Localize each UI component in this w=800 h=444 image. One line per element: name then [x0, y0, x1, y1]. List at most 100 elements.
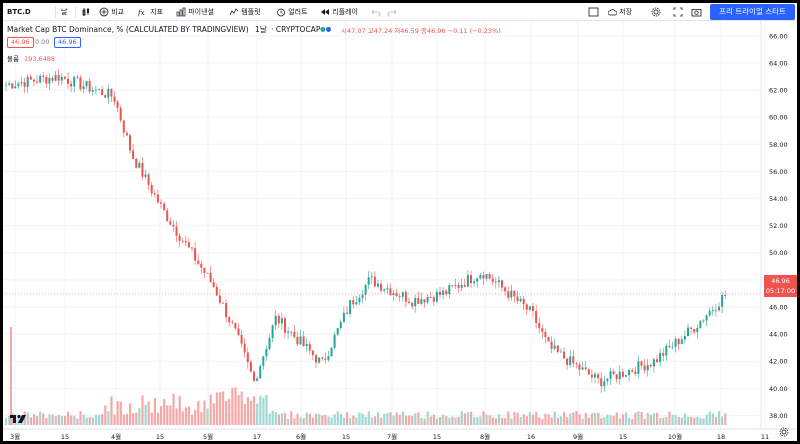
- volume-bar: [256, 403, 259, 425]
- volume-bar: [206, 408, 209, 425]
- volume-bar: [107, 411, 110, 425]
- volume-bar: [711, 413, 714, 425]
- volume-bar: [392, 415, 395, 425]
- candle-body: [91, 89, 94, 92]
- interval-button[interactable]: 날: [61, 8, 68, 16]
- candle-body: [125, 132, 128, 136]
- time-label: 17: [253, 433, 261, 441]
- candle-body: [680, 339, 683, 345]
- candle-body: [20, 82, 23, 84]
- candle-body: [122, 120, 125, 133]
- fullscreen-button[interactable]: [673, 5, 683, 19]
- volume-bar: [590, 413, 594, 425]
- candle-body: [649, 364, 652, 367]
- symbol-search[interactable]: BTC.D: [7, 8, 31, 16]
- candle-body: [5, 84, 7, 86]
- candle-body: [721, 295, 724, 307]
- candle-body: [652, 359, 655, 367]
- candle-body: [457, 285, 460, 288]
- replay-button[interactable]: 리플레이: [320, 5, 358, 19]
- divider: [55, 6, 56, 18]
- candle-body: [479, 275, 482, 279]
- indicators-label: 지표: [150, 8, 164, 16]
- save-button[interactable]: 저장: [607, 5, 632, 19]
- layout-button[interactable]: [588, 5, 599, 19]
- candle-body: [200, 263, 203, 268]
- volume-bar: [417, 412, 420, 425]
- candle-body: [606, 378, 609, 382]
- candle-body: [659, 353, 662, 362]
- candle-body: [609, 371, 612, 379]
- volume-bar: [88, 417, 91, 425]
- volume-bar: [119, 401, 122, 425]
- bid-price[interactable]: 46.96: [7, 37, 34, 48]
- axis-settings-icon[interactable]: [779, 427, 789, 437]
- volume-bar: [36, 416, 39, 425]
- volume-bar: [284, 413, 287, 425]
- redo-button[interactable]: [387, 5, 397, 19]
- candle-body: [45, 76, 48, 84]
- bar-style-button[interactable]: [81, 5, 91, 19]
- alert-button[interactable]: 얼러트: [276, 5, 308, 19]
- candle-body: [181, 240, 184, 242]
- candle-body: [417, 297, 420, 304]
- volume-bar: [656, 412, 659, 425]
- volume-bar: [674, 414, 677, 425]
- candle-body: [336, 328, 339, 335]
- undo-button[interactable]: [371, 5, 381, 19]
- volume-bar: [346, 412, 349, 425]
- time-axis[interactable]: 3월 15 4월 15 5월 17 6월 15 7월 15 8월 16 9월 15 10월 18 11: [10, 432, 769, 441]
- price-chart[interactable]: 66.00 64.00 62.00 60.00 58.00 56.00 54.00 52.00…: [3, 21, 797, 441]
- volume-bar: [525, 416, 528, 425]
- volume-bar: [628, 417, 631, 425]
- templates-button[interactable]: 템플릿: [229, 5, 261, 19]
- alarm-clock-icon: [277, 8, 285, 17]
- volume-bar: [584, 412, 587, 425]
- volume-bar: [246, 397, 249, 425]
- free-trial-button[interactable]: 프리 트라이얼 스타트: [710, 4, 795, 20]
- candle-body: [225, 303, 228, 318]
- candle-body: [389, 288, 392, 296]
- time-label: 15: [342, 433, 350, 441]
- volume-bar: [125, 413, 129, 425]
- volume-bar: [17, 417, 20, 425]
- price-label: 58.00: [769, 141, 788, 149]
- candle-body: [116, 101, 119, 108]
- redo-icon: [387, 9, 397, 17]
- volume-bar: [10, 327, 12, 425]
- volume-bar: [559, 416, 563, 425]
- candle-body: [587, 369, 590, 375]
- candle-body: [144, 174, 147, 177]
- candle-body: [584, 367, 587, 370]
- snapshot-button[interactable]: [691, 5, 702, 19]
- candle-body: [541, 328, 544, 332]
- volume-bar: [85, 417, 88, 425]
- volume-bar: [113, 414, 116, 425]
- price-axis[interactable]: 66.00 64.00 62.00 60.00 58.00 56.00 54.00 52.00…: [769, 32, 788, 420]
- volume-bar: [91, 417, 94, 425]
- volume-bar: [45, 417, 48, 425]
- volume-bar: [333, 414, 336, 425]
- candle-body: [166, 210, 169, 222]
- candle-body: [404, 292, 407, 302]
- candle-body: [187, 242, 190, 248]
- volume-bar: [135, 412, 138, 425]
- volume-bar: [683, 413, 687, 425]
- ask-price[interactable]: 46.96: [54, 37, 81, 48]
- volume-bar: [141, 395, 144, 425]
- candle-body: [203, 267, 206, 274]
- settings-button[interactable]: [651, 5, 661, 19]
- candle-body: [572, 356, 575, 364]
- candle-body: [259, 365, 262, 379]
- volume-bar: [293, 418, 296, 425]
- candle-body: [522, 298, 525, 305]
- candle-body: [414, 297, 417, 307]
- candle-body: [578, 364, 581, 370]
- plus-circle-icon: [99, 7, 109, 17]
- financials-button[interactable]: 파이낸셜: [176, 5, 214, 19]
- volume-bar: [63, 415, 67, 425]
- volume-bar: [457, 416, 460, 425]
- candle-body: [708, 310, 711, 316]
- indicators-button[interactable]: fx 지표: [137, 5, 164, 19]
- compare-button[interactable]: 비교: [99, 5, 124, 19]
